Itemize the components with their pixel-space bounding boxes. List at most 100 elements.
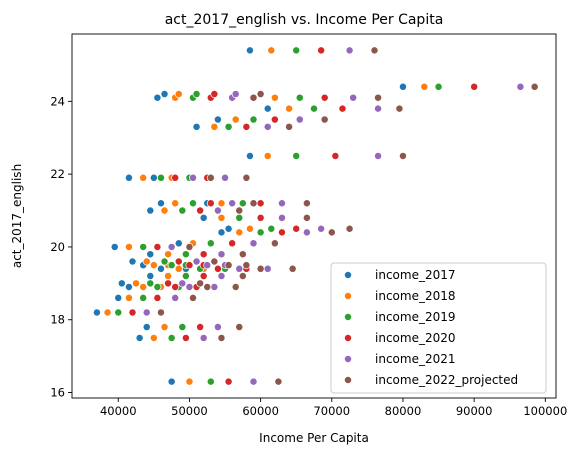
- data-point: [256, 264, 265, 273]
- data-point: [242, 122, 251, 131]
- chart-title: act_2017_english vs. Income Per Capita: [165, 12, 444, 28]
- data-point: [288, 264, 297, 273]
- data-point: [317, 46, 326, 55]
- data-point: [274, 377, 283, 386]
- data-point: [221, 173, 229, 182]
- data-point: [292, 151, 301, 160]
- data-point: [196, 279, 205, 288]
- series-income_2022_projected: [157, 46, 539, 386]
- legend: income_2017 income_2018 income_2019 income_…: [330, 262, 547, 394]
- legend-marker: [344, 313, 352, 321]
- data-point: [139, 242, 148, 251]
- data-point: [249, 115, 258, 124]
- data-point: [196, 206, 205, 215]
- data-point: [178, 206, 187, 215]
- data-point: [171, 173, 180, 182]
- data-point: [242, 261, 251, 270]
- data-point: [142, 257, 151, 266]
- x-tick-label: 90000: [456, 404, 493, 418]
- data-point: [249, 239, 258, 248]
- x-tick-label: 60000: [242, 404, 279, 418]
- data-point: [189, 173, 197, 182]
- data-point: [206, 199, 215, 208]
- legend-label: income_2021: [375, 352, 456, 366]
- data-point: [245, 224, 254, 233]
- data-point: [285, 104, 294, 113]
- data-point: [192, 122, 201, 131]
- data-point: [139, 293, 148, 302]
- data-point: [210, 90, 219, 99]
- data-point: [132, 279, 141, 288]
- data-point: [317, 224, 326, 233]
- data-point: [235, 264, 244, 273]
- data-point: [167, 242, 176, 251]
- series-income_2020: [128, 46, 479, 386]
- data-point: [124, 173, 133, 182]
- data-point: [178, 279, 187, 288]
- data-point: [181, 272, 190, 281]
- x-tick-label: 80000: [385, 404, 422, 418]
- data-point: [217, 250, 226, 259]
- data-point: [310, 104, 318, 113]
- data-point: [374, 93, 383, 102]
- x-axis-label: Income Per Capita: [259, 431, 369, 445]
- data-point: [213, 323, 222, 331]
- data-point: [327, 228, 336, 237]
- data-point: [228, 199, 237, 208]
- data-point: [146, 279, 155, 288]
- data-point: [249, 377, 258, 386]
- data-point: [399, 82, 407, 91]
- data-point: [231, 283, 240, 291]
- data-point: [470, 82, 479, 91]
- data-point: [349, 93, 358, 102]
- data-point: [345, 224, 354, 233]
- data-point: [235, 206, 244, 215]
- data-point: [146, 250, 155, 259]
- data-point: [235, 228, 244, 237]
- data-point: [174, 239, 183, 248]
- data-point: [117, 279, 126, 288]
- data-point: [110, 242, 119, 251]
- data-point: [292, 46, 301, 55]
- data-point: [146, 206, 155, 215]
- x-tick-label: 40000: [100, 404, 137, 418]
- data-point: [146, 272, 155, 281]
- data-point: [164, 279, 173, 288]
- data-point: [213, 115, 222, 124]
- data-point: [228, 239, 237, 248]
- data-point: [139, 283, 148, 291]
- data-points: [92, 46, 539, 386]
- data-point: [270, 239, 279, 248]
- data-point: [302, 213, 311, 222]
- data-point: [270, 115, 279, 124]
- data-point: [217, 272, 226, 281]
- data-point: [224, 261, 233, 270]
- data-point: [338, 104, 347, 113]
- data-point: [210, 122, 219, 131]
- data-point: [157, 264, 165, 273]
- plot-frame: [71, 33, 557, 399]
- data-point: [295, 93, 304, 102]
- data-point: [242, 173, 251, 182]
- data-point: [124, 283, 133, 291]
- data-point: [185, 261, 194, 270]
- data-point: [203, 283, 212, 291]
- data-point: [114, 308, 123, 317]
- data-point: [224, 122, 233, 131]
- data-point: [142, 308, 151, 317]
- data-point: [174, 90, 183, 99]
- data-point: [516, 82, 525, 91]
- data-point: [530, 82, 539, 91]
- data-point: [295, 115, 304, 124]
- data-point: [263, 151, 272, 160]
- data-point: [210, 283, 219, 291]
- data-point: [263, 264, 272, 273]
- data-point: [320, 93, 329, 102]
- data-point: [164, 250, 173, 259]
- data-point: [238, 250, 247, 259]
- data-point: [160, 257, 169, 266]
- data-point: [181, 250, 190, 259]
- legend-box: [330, 262, 547, 394]
- data-point: [238, 199, 247, 208]
- data-point: [124, 242, 133, 251]
